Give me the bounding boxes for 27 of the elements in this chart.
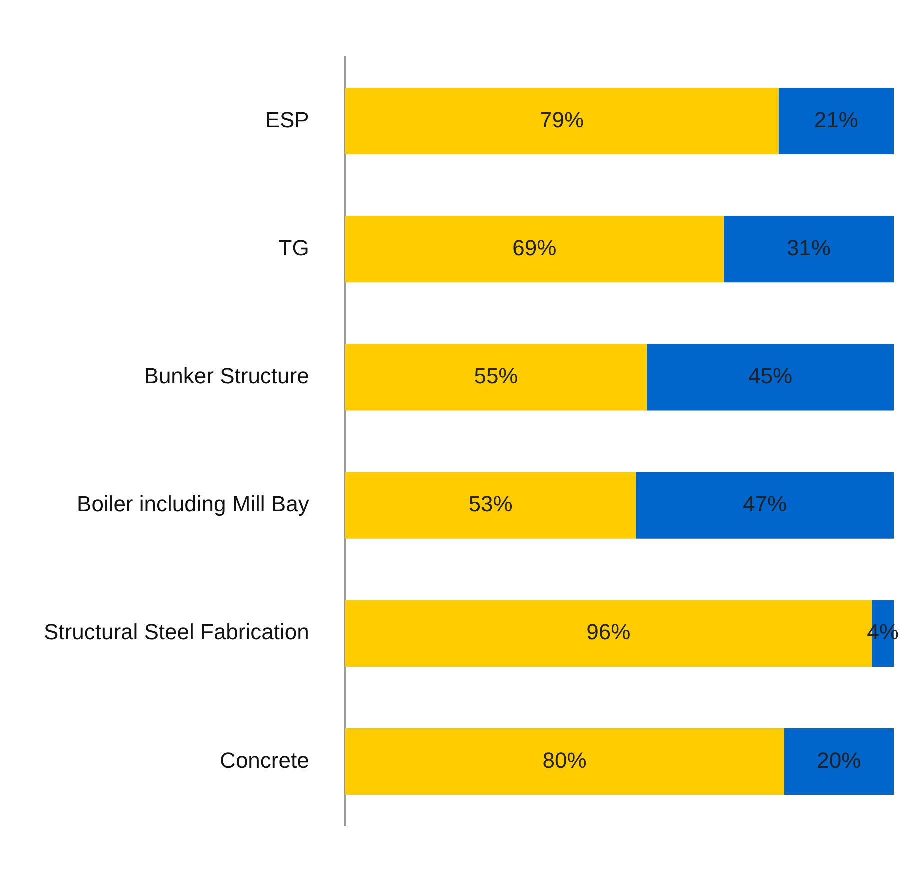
y-tick-label: Boiler including Mill Bay (77, 492, 310, 517)
data-label: 69% (512, 235, 557, 260)
data-label: 96% (586, 620, 631, 645)
data-label: 21% (814, 107, 858, 132)
y-tick-label: ESP (265, 107, 310, 132)
bar (647, 344, 894, 411)
bar (778, 88, 894, 155)
data-label: 80% (542, 748, 587, 773)
bar (345, 216, 724, 283)
bar (636, 472, 894, 539)
data-label: 47% (743, 492, 788, 517)
bar (345, 472, 636, 539)
bar (345, 88, 779, 155)
bar (724, 216, 894, 283)
y-tick-label: Concrete (220, 748, 310, 773)
bar (345, 728, 784, 796)
y-tick-label: Structural Steel Fabrication (44, 620, 310, 645)
y-tick-label: Bunker Structure (144, 364, 310, 389)
data-label: 55% (474, 364, 518, 389)
data-label: 31% (786, 235, 831, 260)
data-label: 45% (748, 364, 793, 389)
data-label: 53% (468, 492, 513, 517)
y-tick-label: TG (278, 235, 310, 260)
data-label: 20% (817, 748, 862, 773)
data-label: 79% (540, 107, 584, 132)
bar (784, 728, 894, 796)
bar (345, 344, 648, 411)
